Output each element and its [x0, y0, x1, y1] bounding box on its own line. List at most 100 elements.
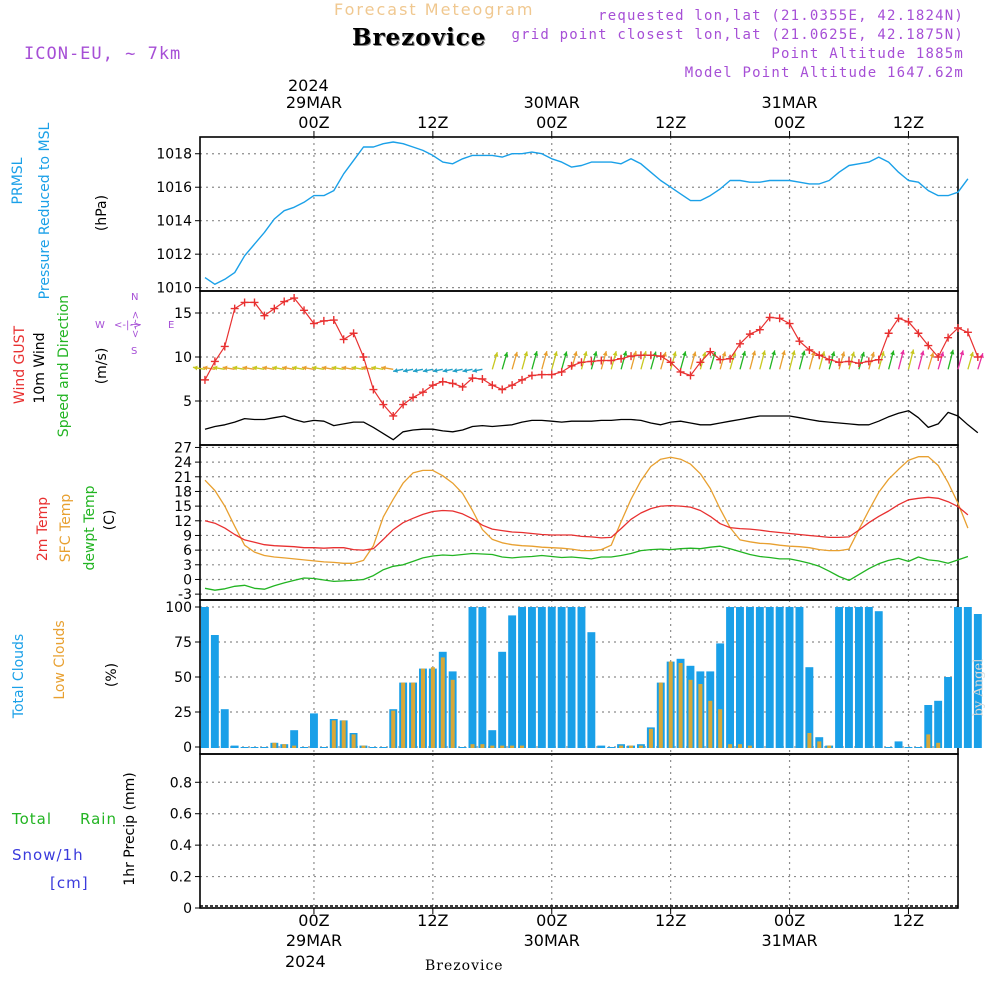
wind-arrowhead-22	[412, 368, 418, 373]
gust-marker-37	[567, 361, 576, 370]
gust-marker-34	[537, 370, 546, 379]
wind-arrowhead-70	[900, 349, 905, 355]
total-cloud-bar-69	[884, 747, 893, 748]
compass-arrows-vertical: <-|->	[130, 310, 142, 339]
total-cloud-bar-64	[835, 607, 843, 748]
model-name: ICON-EU, ~ 7km	[24, 44, 182, 64]
low-cloud-bar-55	[747, 745, 752, 748]
wind-arrowhead-16	[351, 365, 357, 371]
wind-arrowhead-32	[523, 351, 529, 357]
gust-marker-9	[290, 294, 299, 303]
low-cloud-bar-74	[936, 742, 941, 748]
total-cloud-bar-5	[250, 747, 259, 748]
total-cloud-bar-34	[537, 607, 546, 748]
total-cloud-bar-41	[607, 747, 616, 748]
wind-arrowhead-48	[682, 351, 687, 357]
total-cloud-bar-55	[746, 607, 754, 748]
total-cloud-bar-17	[369, 747, 378, 748]
low-cloud-bar-50	[698, 684, 703, 748]
compass-n: N	[131, 292, 139, 303]
gust-marker-68	[874, 355, 883, 364]
wind-arrowhead-75	[949, 349, 955, 355]
total-cloud-bar-65	[845, 607, 853, 748]
wind-arrowhead-14	[331, 365, 337, 371]
pressure-line	[204, 141, 969, 285]
temperature-ytick-label-1: 0	[183, 572, 192, 588]
gust-marker-17	[369, 385, 378, 394]
total-cloud-bar-77	[963, 607, 972, 748]
cloud-unit: (%)	[104, 662, 120, 688]
wind-arrowhead-39	[592, 351, 598, 357]
gust-marker-14	[339, 335, 348, 344]
gust-marker-53	[726, 354, 735, 363]
pressure-frame	[199, 136, 959, 292]
gust-marker-10	[300, 306, 309, 315]
precip-label-rain: Rain	[80, 810, 117, 828]
low-cloud-bar-54	[738, 744, 742, 748]
total-cloud-bar-12	[319, 747, 328, 748]
gust-marker-7	[270, 304, 279, 313]
total-cloud-bar-73	[924, 705, 933, 748]
total-cloud-bar-70	[894, 741, 903, 748]
total-cloud-bar-52	[716, 643, 725, 748]
bottom-date-label-4: 31MAR	[761, 931, 817, 950]
total-cloud-bar-11	[310, 713, 318, 748]
pressure-ytick-label-4: 1018	[156, 147, 192, 163]
precip-frame	[199, 753, 959, 909]
bottom-time-label-4: 00Z	[774, 911, 805, 930]
gust-marker-33	[527, 371, 536, 380]
total-cloud-bar-66	[855, 607, 863, 748]
gust-marker-31	[508, 381, 517, 390]
temperature-ytick-label-6: 15	[174, 499, 192, 515]
gust-marker-56	[755, 325, 764, 334]
wind-arrowhead-29	[493, 352, 499, 358]
wind-arrowhead-31	[513, 351, 519, 357]
temperature-ytick-label-3: 6	[183, 543, 192, 559]
gust-marker-50	[696, 358, 705, 367]
low-cloud-bar-23	[430, 667, 435, 748]
cloud-label-total: Total Clouds	[11, 633, 27, 719]
gust-marker-58	[775, 314, 784, 323]
temperature-frame	[199, 444, 959, 601]
total-cloud-bar-2	[220, 709, 229, 748]
gust-marker-13	[329, 316, 338, 325]
bottom-date-label-0: 29MAR	[286, 931, 342, 950]
gust-marker-2	[220, 342, 229, 351]
total-cloud-bar-29	[488, 730, 497, 748]
wind-arrowhead-68	[880, 351, 885, 357]
gust-marker-78	[973, 353, 982, 361]
low-cloud-bar-42	[619, 745, 624, 748]
wind-arrowhead-54	[741, 350, 747, 356]
wind-arrowhead-77	[969, 351, 975, 357]
bottom-year-label: 2024	[285, 952, 326, 971]
sfc-temp-line	[204, 456, 969, 564]
low-cloud-bar-22	[421, 668, 425, 748]
low-cloud-bar-8	[282, 744, 287, 748]
station-name: Brezovice	[352, 24, 487, 51]
low-cloud-bar-30	[500, 745, 505, 748]
pressure-label-prmsl: PRMSL	[10, 157, 26, 205]
gust-marker-12	[319, 316, 328, 325]
low-cloud-bar-14	[341, 720, 346, 748]
total-cloud-bar-75	[944, 677, 952, 748]
total-cloud-bar-38	[577, 607, 586, 748]
gust-marker-28	[478, 375, 487, 383]
wind-arrowhead-30	[503, 352, 509, 357]
product-title: Forecast Meteogram	[334, 0, 535, 19]
gust-marker-25	[448, 379, 457, 388]
wind-arrowhead-43	[632, 350, 638, 356]
wind-arrowhead-20	[393, 368, 398, 373]
low-cloud-bar-24	[440, 657, 445, 748]
gust-marker-29	[488, 381, 497, 390]
total-cloud-bar-36	[557, 607, 566, 748]
total-cloud-bar-39	[587, 632, 596, 748]
gust-marker-59	[785, 319, 794, 328]
wind-arrowhead-76	[959, 350, 965, 356]
temperature-ytick-label-4: 9	[183, 528, 192, 544]
low-cloud-bar-16	[361, 745, 366, 748]
total-cloud-bar-6	[260, 747, 269, 748]
wind-arrowhead-38	[582, 351, 588, 357]
top-time-label-2: 00Z	[536, 113, 567, 132]
gust-marker-6	[260, 311, 269, 320]
gust-marker-60	[795, 337, 804, 346]
